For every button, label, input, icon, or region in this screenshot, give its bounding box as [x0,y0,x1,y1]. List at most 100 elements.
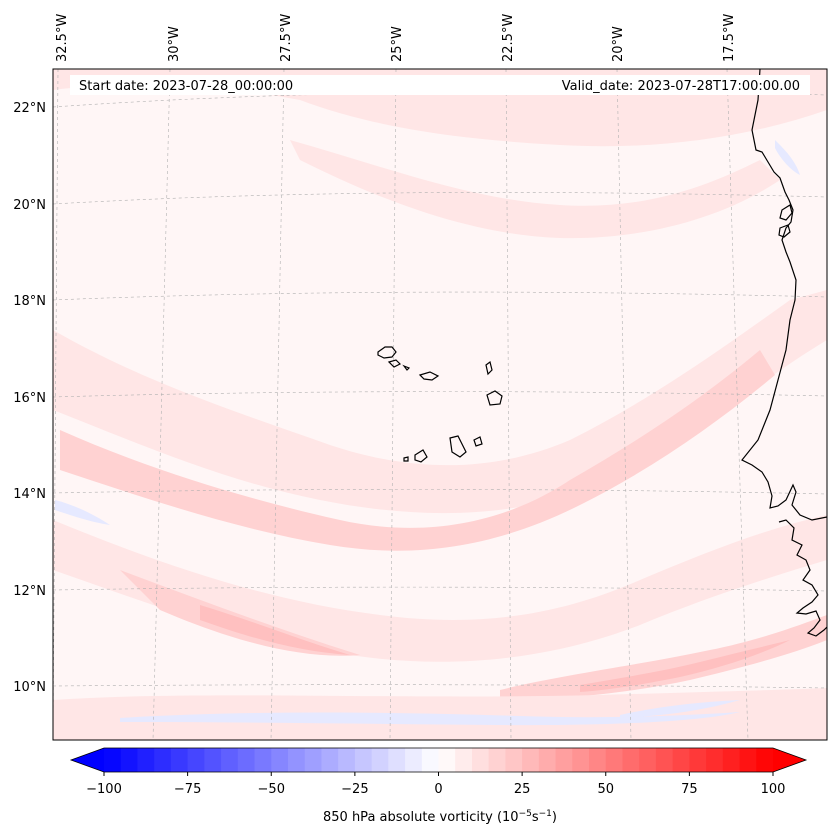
colorbar-tick-label: 100 [761,782,786,797]
coastline-africa [741,69,827,637]
latitude-label: 22°N [13,101,46,116]
negative-vorticity-patches [55,140,800,726]
colorbar-ticks: −100 −75 −50 −25 0 25 50 75 100 [86,772,785,797]
island-santo-antao [377,346,397,359]
longitude-label: 30°W [167,26,182,62]
colorbar-segment [104,748,122,772]
colorbar [69,747,808,773]
latitude-label: 18°N [13,294,46,309]
colorbar-segment [321,748,339,772]
colorbar-segment [338,748,356,772]
map-panel: Start date: 2023-07-28_00:00:00 Valid_da… [53,69,827,740]
upper-right-blue-patch [775,140,800,175]
colorbar-segment [756,748,774,772]
latitude-label: 16°N [13,391,46,406]
colorbar-segment [120,748,138,772]
island-maio [473,436,483,447]
latitude-label: 14°N [13,487,46,502]
island-fogo [414,449,428,463]
longitude-label: 20°W [611,26,626,62]
colorbar-segment [672,748,690,772]
island-sao-vicente [387,359,402,368]
longitude-label: 32.5°W [55,14,70,62]
island-sao-nicolau [418,371,440,381]
colorbar-segment [137,748,155,772]
colorbar-segment [388,748,406,772]
colorbar-segment [622,748,640,772]
colorbar-tick-label: 25 [514,782,531,797]
arc-band-middle [60,350,775,551]
island-brava [403,456,409,462]
left-blue-patch [55,500,110,525]
colorbar-segment [204,748,222,772]
positive-vorticity-bands [53,69,827,740]
map-frame [52,68,828,741]
colorbar-segment [488,748,506,772]
cape-verde-islands [377,346,503,463]
colorbar-tick-label: −75 [174,782,201,797]
colorbar-segment [655,748,674,772]
lower-right-deep-streak [580,640,790,692]
colorbar-segment [639,748,657,772]
island-santa-luzia [402,364,411,371]
colorbar-segment [254,748,272,772]
latitude-label: 10°N [13,680,46,695]
colorbar-segment [170,748,189,772]
colorbar-tick-label: 50 [597,782,614,797]
island-sal [485,360,493,376]
colorbar-segment [505,748,523,772]
header-background [70,75,810,95]
colorbar-segment [271,748,289,772]
colorbar-segment [455,748,473,772]
colorbar-segment [572,748,590,772]
upper-band [290,140,780,239]
colorbar-segment [287,748,306,772]
latitude-labels: 22°N 20°N 18°N 16°N 14°N 12°N 10°N [13,101,46,695]
colorbar-segment [237,748,256,772]
longitude-label: 17.5°W [722,14,737,62]
colorbar-segment [187,748,205,772]
colorbar-segment [371,748,389,772]
colorbar-segment [221,748,239,772]
colorbar-tick-label: −50 [258,782,285,797]
bottom-blue-streak [120,712,740,726]
colorbar-segment [538,748,557,772]
colorbar-segment [405,748,423,772]
valid-date-label: Valid_date: 2023-07-28T17:00:00.00 [562,79,800,94]
colorbar-extend-max [773,748,806,772]
longitude-label: 22.5°W [501,14,516,62]
colorbar-segment [739,748,757,772]
colorbar-extend-min [71,748,104,772]
colorbar-segment [706,748,724,772]
longitude-label: 25°W [390,26,405,62]
colorbar-segment [605,748,623,772]
latitude-label: 12°N [13,584,46,599]
colorbar-tick-label: −25 [341,782,368,797]
island-santiago [449,435,467,458]
longitude-labels: 32.5°W 30°W 27.5°W 25°W 22.5°W 20°W 17.5°W [55,14,737,62]
colorbar-tick-label: 75 [681,782,698,797]
colorbar-segment [555,748,573,772]
latitude-label: 20°N [13,198,46,213]
lower-left-streak [120,570,360,656]
lower-left-deep-streak [200,605,350,655]
bottom-right-blue-patch [620,700,740,718]
colorbar-segment [522,748,540,772]
island-boa-vista [486,390,503,406]
colorbar-segment [154,748,172,772]
longitude-label: 27.5°W [279,14,294,62]
colorbar-segment [589,748,607,772]
lower-right-streak [500,615,827,700]
colorbar-segment [354,748,373,772]
colorbar-segment [304,748,322,772]
colorbar-tick-label: −100 [86,782,122,797]
colorbar-tick-label: 0 [434,782,442,797]
colorbar-label: 850 hPa absolute vorticity (10−5s−1) [323,809,557,825]
start-date-label: Start date: 2023-07-28_00:00:00 [79,79,293,94]
colorbar-segment [689,748,707,772]
colorbar-segment [421,748,439,772]
colorbar-segment [438,748,456,772]
colorbar-segment [471,748,490,772]
colorbar-segment [722,748,741,772]
